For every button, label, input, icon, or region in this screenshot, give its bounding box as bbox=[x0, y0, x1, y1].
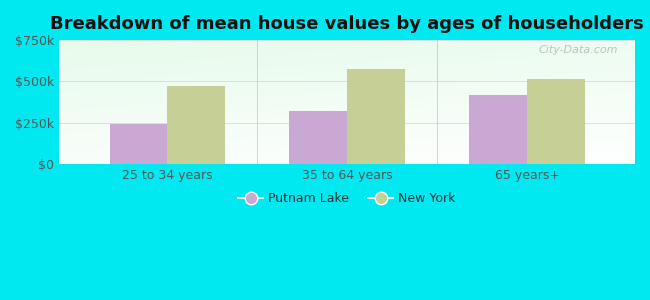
Bar bbox=[469, 95, 527, 164]
Bar bbox=[347, 69, 405, 164]
Bar bbox=[289, 111, 347, 164]
Title: Breakdown of mean house values by ages of householders: Breakdown of mean house values by ages o… bbox=[50, 15, 644, 33]
Bar bbox=[109, 124, 167, 164]
Bar bbox=[527, 79, 584, 164]
Legend: Putnam Lake, New York: Putnam Lake, New York bbox=[233, 187, 461, 210]
Text: City-Data.com: City-Data.com bbox=[538, 45, 617, 55]
Bar bbox=[167, 85, 225, 164]
